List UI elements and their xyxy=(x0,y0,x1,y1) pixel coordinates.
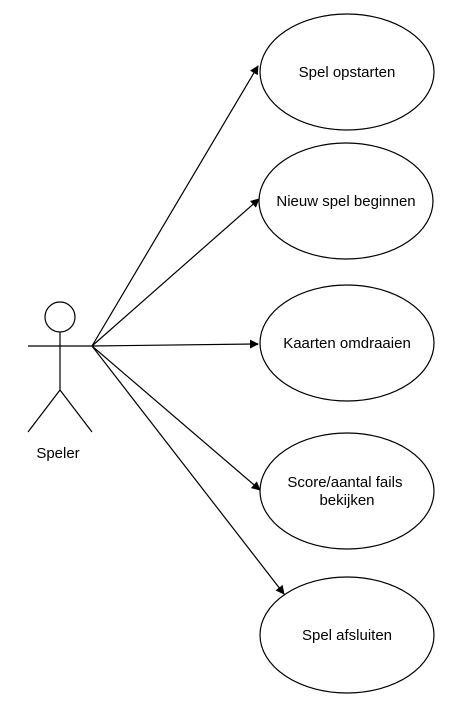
association-arrow xyxy=(91,198,260,347)
association-arrow xyxy=(91,345,261,491)
use-case-3: Kaarten omdraaien xyxy=(259,284,435,402)
actor-head xyxy=(44,301,76,333)
use-case-5: Spel afsluiten xyxy=(259,576,435,694)
use-case-label: Nieuw spel beginnen xyxy=(276,193,415,210)
use-case-4: Score/aantal fails bekijken xyxy=(259,432,435,550)
association-arrow xyxy=(91,345,285,595)
association-arrow xyxy=(91,65,259,347)
use-case-ellipse xyxy=(259,284,435,402)
use-case-1: Spel opstarten xyxy=(259,13,435,131)
associations xyxy=(91,65,285,595)
use-case-ellipse xyxy=(259,576,435,694)
actor-speler xyxy=(27,301,93,433)
use-case-label: Spel opstarten xyxy=(299,64,396,81)
association-arrow xyxy=(91,339,259,349)
use-case-label: Kaarten omdraaien xyxy=(283,335,411,352)
actor-right-leg xyxy=(59,389,93,433)
use-case-ellipse xyxy=(258,142,434,260)
actor-left-leg xyxy=(27,389,61,433)
use-case-ellipse xyxy=(259,13,435,131)
use-case-label: Spel afsluiten xyxy=(302,627,392,644)
use-case-ellipse xyxy=(259,432,435,550)
use-case-2: Nieuw spel beginnen xyxy=(258,142,434,260)
actor-label: Speler xyxy=(36,445,79,462)
use-case-label: Score/aantal fails bekijken xyxy=(287,474,406,509)
